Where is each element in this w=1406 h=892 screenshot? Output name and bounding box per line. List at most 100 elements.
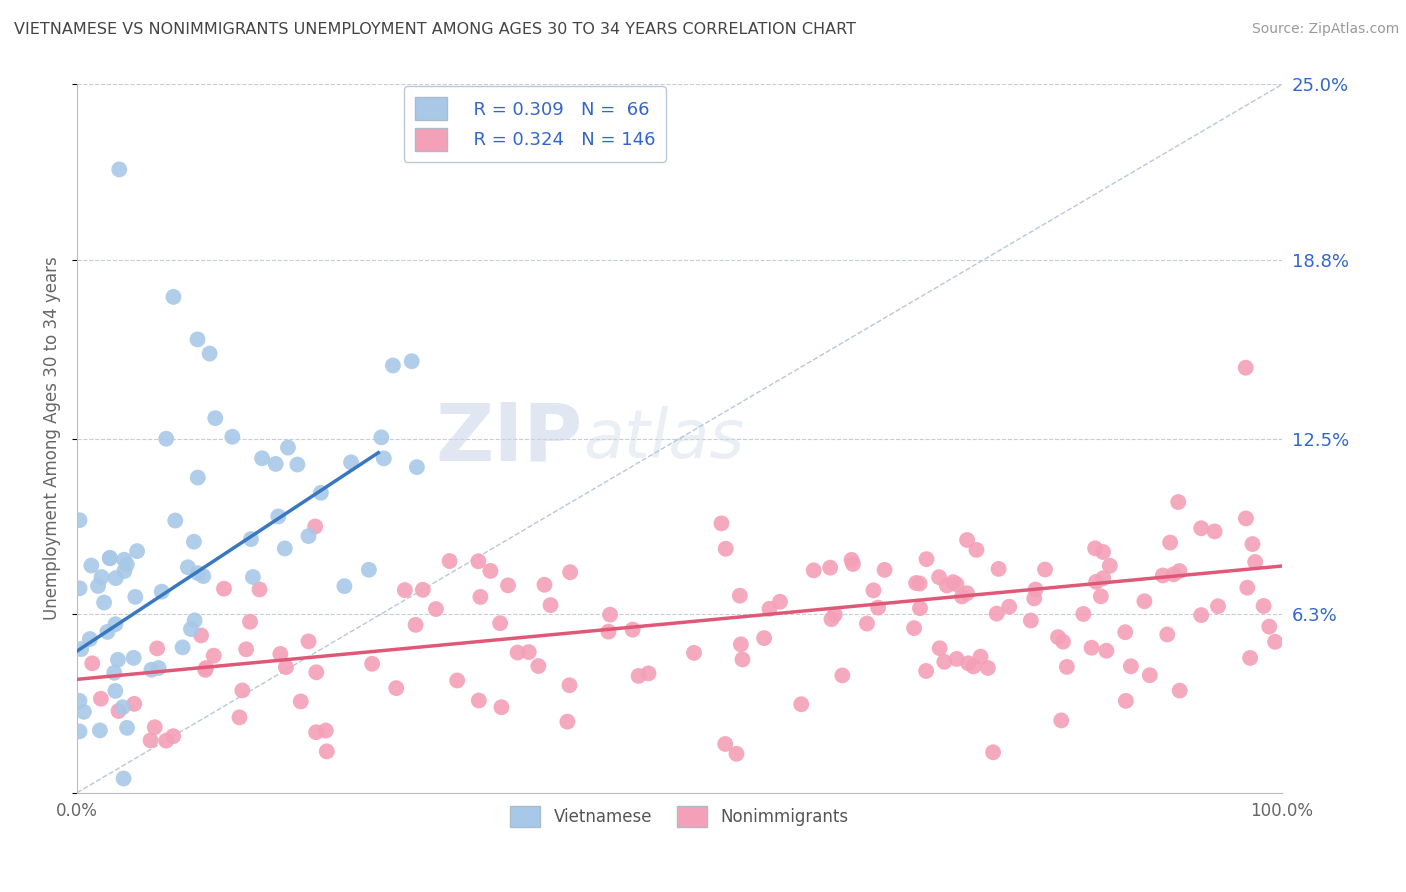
Point <box>479 564 502 578</box>
Point <box>115 721 138 735</box>
Point <box>533 578 555 592</box>
Point <box>1234 511 1257 525</box>
Point <box>560 565 582 579</box>
Point <box>112 772 135 786</box>
Point <box>239 615 262 629</box>
Point <box>831 668 853 682</box>
Point <box>935 578 957 592</box>
Point <box>1056 660 1078 674</box>
Point <box>183 534 205 549</box>
Point <box>998 599 1021 614</box>
Text: VIETNAMESE VS NONIMMIGRANTS UNEMPLOYMENT AMONG AGES 30 TO 34 YEARS CORRELATION C: VIETNAMESE VS NONIMMIGRANTS UNEMPLOYMENT… <box>14 22 856 37</box>
Point <box>731 652 754 666</box>
Point <box>728 589 751 603</box>
Point <box>195 661 218 675</box>
Point <box>187 470 209 484</box>
Point <box>290 694 312 708</box>
Point <box>412 582 434 597</box>
Point <box>93 595 115 609</box>
Point <box>969 649 991 664</box>
Point <box>965 542 987 557</box>
Point <box>103 665 125 680</box>
Point <box>1152 568 1174 582</box>
Point <box>540 598 562 612</box>
Point <box>269 647 291 661</box>
Point <box>856 616 879 631</box>
Point <box>1139 668 1161 682</box>
Point <box>340 455 363 469</box>
Point <box>274 660 297 674</box>
Point <box>297 529 319 543</box>
Point <box>598 624 620 639</box>
Point <box>1114 625 1136 640</box>
Point <box>1206 599 1229 614</box>
Point <box>148 661 170 675</box>
Point <box>1024 591 1046 606</box>
Point <box>1236 581 1258 595</box>
Point <box>401 354 423 368</box>
Point <box>987 562 1010 576</box>
Point <box>381 359 404 373</box>
Point <box>394 583 416 598</box>
Point <box>599 607 621 622</box>
Point <box>1050 714 1073 728</box>
Point <box>373 451 395 466</box>
Point <box>104 684 127 698</box>
Point <box>231 683 253 698</box>
Point <box>1115 694 1137 708</box>
Point <box>198 346 221 360</box>
Point <box>803 563 825 577</box>
Point <box>491 700 513 714</box>
Point <box>240 532 263 546</box>
Point <box>637 666 659 681</box>
Point <box>1033 562 1056 576</box>
Point <box>122 651 145 665</box>
Point <box>274 541 297 556</box>
Point <box>557 714 579 729</box>
Point <box>714 737 737 751</box>
Point <box>333 579 356 593</box>
Point <box>467 554 489 568</box>
Point <box>315 723 337 738</box>
Point <box>315 744 337 758</box>
Point <box>228 710 250 724</box>
Point <box>98 550 121 565</box>
Text: ZIP: ZIP <box>436 400 583 477</box>
Point <box>108 162 131 177</box>
Point <box>162 729 184 743</box>
Point <box>1189 608 1212 623</box>
Point <box>1168 683 1191 698</box>
Point <box>202 648 225 663</box>
Point <box>621 623 644 637</box>
Point <box>80 558 103 573</box>
Point <box>841 553 863 567</box>
Point <box>769 595 792 609</box>
Point <box>468 693 491 707</box>
Point <box>115 558 138 572</box>
Point <box>155 432 177 446</box>
Point <box>405 618 427 632</box>
Point <box>180 622 202 636</box>
Point <box>125 544 148 558</box>
Point <box>758 601 780 615</box>
Point <box>1168 564 1191 578</box>
Point <box>934 655 956 669</box>
Point <box>104 617 127 632</box>
Point <box>725 747 748 761</box>
Point <box>69 582 91 596</box>
Point <box>70 642 93 657</box>
Legend: Vietnamese, Nonimmigrants: Vietnamese, Nonimmigrants <box>503 799 855 834</box>
Point <box>1119 659 1142 673</box>
Point <box>470 590 492 604</box>
Point <box>98 551 121 566</box>
Point <box>385 681 408 695</box>
Point <box>986 607 1008 621</box>
Point <box>1253 599 1275 613</box>
Point <box>141 663 163 677</box>
Point <box>489 616 512 631</box>
Point <box>304 519 326 533</box>
Point <box>242 570 264 584</box>
Point <box>1264 635 1286 649</box>
Point <box>361 657 384 671</box>
Point <box>1084 541 1107 556</box>
